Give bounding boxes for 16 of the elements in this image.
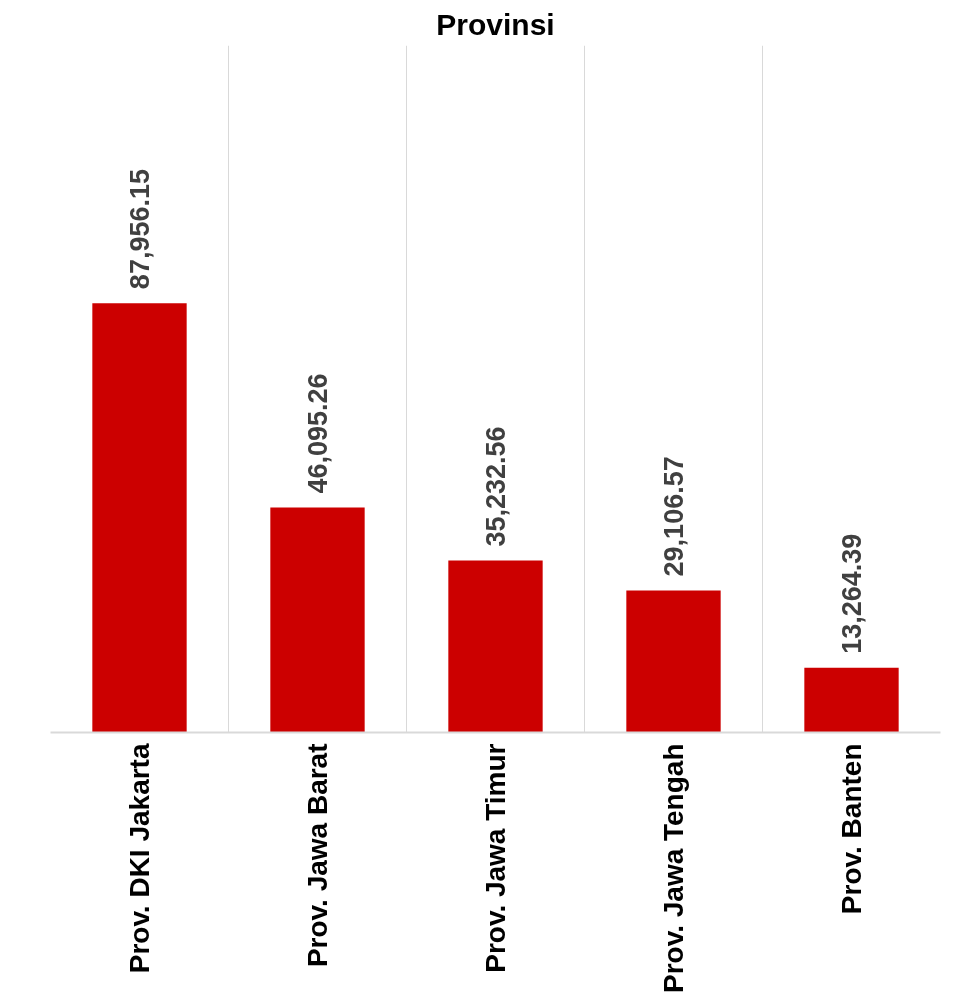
x-tick-label: Prov. Banten bbox=[836, 743, 867, 915]
data-label: 46,095.26 bbox=[303, 373, 333, 494]
bar bbox=[270, 507, 365, 733]
x-tick-label: Prov. Jawa Barat bbox=[302, 743, 333, 968]
bar bbox=[92, 303, 187, 733]
data-label: 13,264.39 bbox=[837, 533, 867, 654]
data-label: 29,106.57 bbox=[659, 456, 689, 577]
x-tick-label: Prov. Jawa Timur bbox=[480, 743, 511, 973]
bar bbox=[448, 560, 543, 733]
data-label: 87,956.15 bbox=[125, 169, 155, 290]
x-tick-label: Prov. Jawa Tengah bbox=[658, 743, 689, 993]
bar bbox=[804, 667, 899, 733]
bar bbox=[626, 590, 721, 733]
x-tick-label: Prov. DKI Jakarta bbox=[124, 743, 155, 974]
data-label: 35,232.56 bbox=[481, 426, 511, 547]
chart-title: Provinsi bbox=[436, 7, 555, 41]
